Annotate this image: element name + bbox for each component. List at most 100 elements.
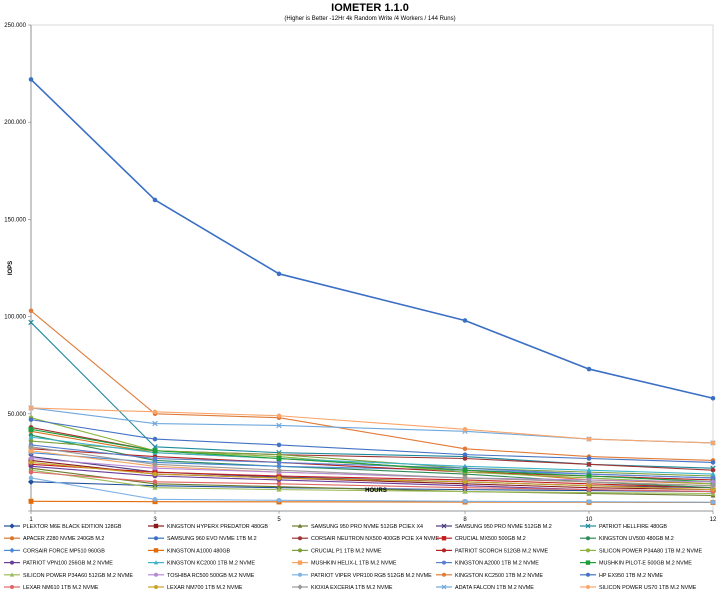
- legend-label: HP EX950 1TB M.2 NVME: [599, 573, 663, 579]
- legend-label: SILICON POWER US70 1TB M.2 NVME: [599, 585, 697, 591]
- legend-label: MUSHKIN HELIX-L 1TB M.2 NVME: [311, 561, 397, 567]
- legend-marker: [585, 560, 591, 565]
- data-point: [152, 484, 158, 490]
- legend-marker: [442, 560, 446, 565]
- data-point: [28, 498, 34, 504]
- data-point: [462, 498, 468, 504]
- data-point: [28, 426, 34, 432]
- data-point: [462, 452, 468, 457]
- legend-marker: [10, 536, 14, 541]
- data-point: [28, 319, 34, 326]
- data-point: [276, 498, 282, 503]
- data-point: [276, 413, 282, 419]
- legend-marker: [586, 536, 590, 541]
- data-point: [586, 489, 592, 495]
- legend-entry: SAMSUNG 950 PRO NVME 512GB PCIEX X4: [292, 523, 423, 530]
- y-tick-label: 100.000: [4, 315, 26, 321]
- data-point: [28, 434, 34, 440]
- axes: 50.000 100.000 150.000 200.000 250.000 1 3 5 8 10…: [4, 23, 717, 523]
- legend-label: PATRIOT SCORCH 512GB M.2 NVME: [455, 548, 549, 554]
- series-line: [30, 469, 714, 495]
- data-point: [152, 465, 158, 471]
- data-point: [462, 318, 468, 323]
- data-point: [28, 308, 34, 314]
- data-point: [462, 485, 468, 490]
- data-point: [276, 463, 282, 470]
- legend-label: KINGSTON KC2500 1TB M.2 NVME: [455, 573, 543, 579]
- legend-label: PATRIOT HELLFIRE 480GB: [599, 524, 667, 530]
- data-point: [710, 395, 716, 401]
- legend-entry: CORSAIR FORCE MP510 960GB: [4, 547, 105, 554]
- x-tick-label: 12: [710, 517, 717, 523]
- series-30: [28, 405, 716, 446]
- series-26: [28, 469, 716, 494]
- legend-marker: [10, 585, 14, 589]
- series-line: [30, 428, 714, 483]
- legend-marker: [153, 523, 159, 529]
- chart-title: IOMETER 1.1.0: [331, 2, 409, 14]
- legend-entry: KINGSTON A2000 1TB M.2 NVME: [436, 560, 539, 567]
- legend-entry: LEXAR NM700 1TB M.2 NVME: [148, 585, 243, 591]
- data-point: [28, 460, 34, 465]
- series-5: [28, 319, 716, 471]
- legend-label: LEXAR NM700 1TB M.2 NVME: [167, 585, 243, 591]
- plot-area: [30, 24, 714, 512]
- data-point: [152, 436, 158, 442]
- data-point: [710, 440, 716, 446]
- legend-marker: [9, 547, 15, 553]
- legend-label: PATRIOT VPN100 256GB M.2 NVME: [23, 561, 113, 567]
- series-line: [30, 78, 714, 400]
- data-point: [462, 467, 468, 473]
- data-point: [586, 436, 592, 442]
- series-group: [28, 77, 716, 505]
- x-tick-label: 3: [153, 517, 157, 523]
- data-point: [152, 197, 158, 203]
- x-tick-label: 10: [586, 517, 593, 523]
- x-axis-label: HOURS: [365, 488, 387, 494]
- data-point: [276, 271, 282, 277]
- data-point: [28, 475, 34, 481]
- legend-entry: SAMSUNG 950 PRO NVME 512GB M.2: [436, 523, 552, 530]
- data-point: [152, 456, 158, 461]
- series-25: [28, 417, 716, 465]
- data-point: [586, 483, 592, 489]
- x-tick-label: 1: [29, 517, 33, 523]
- legend-label: CRUCIAL P1 1TB M.2 NVME: [311, 548, 382, 554]
- data-point: [152, 479, 158, 485]
- legend-label: CRUCIAL MX500 500GB M.2: [455, 536, 526, 542]
- legend-label: PATRIOT VIPER VPR100 RGB 512GB M.2 NVME: [311, 573, 432, 579]
- legend-entry: KIOXIA EXCERIA 1TB M.2 NVME: [292, 584, 393, 591]
- legend-entry: SILICON POWER US70 1TB M.2 NVME: [580, 585, 697, 591]
- data-point: [28, 77, 34, 82]
- series-line: [30, 419, 714, 463]
- legend-label: KINGSTON A2000 1TB M.2 NVME: [455, 561, 539, 567]
- legend-entry: CRUCIAL MX500 500GB M.2: [436, 536, 526, 542]
- legend-label: ADATA FALCON 1TB M.2 NVME: [455, 585, 534, 591]
- legend-marker: [441, 536, 447, 541]
- data-point: [28, 443, 34, 450]
- data-point: [276, 460, 282, 465]
- y-axis-label: IOPS: [8, 261, 14, 275]
- data-point: [586, 366, 592, 372]
- data-point: [28, 417, 34, 422]
- y-tick-label: 150.000: [4, 217, 26, 223]
- series-28: [28, 443, 716, 489]
- legend-label: LEXAR NM610 1TB M.2 NVME: [23, 585, 99, 591]
- legend-marker: [298, 536, 302, 541]
- legend-marker: [9, 572, 15, 577]
- legend-entry: HP EX950 1TB M.2 NVME: [580, 572, 663, 579]
- data-point: [152, 409, 158, 415]
- legend-marker: [441, 584, 447, 590]
- legend-marker: [153, 560, 159, 565]
- legend-label: APACER Z280 NVME 240GB M.2: [23, 536, 104, 542]
- legend-marker: [10, 560, 14, 565]
- series-line: [30, 446, 714, 487]
- data-point: [28, 438, 34, 444]
- data-point: [586, 456, 592, 461]
- data-point: [462, 488, 468, 494]
- legend-label: CORSAIR FORCE MP510 960GB: [23, 548, 105, 554]
- legend-marker: [297, 584, 303, 590]
- chart-subtitle: (Higher is Better -12Hr 4k Random Write …: [284, 16, 455, 22]
- legend-entry: KINGSTON KC2500 1TB M.2 NVME: [436, 572, 543, 579]
